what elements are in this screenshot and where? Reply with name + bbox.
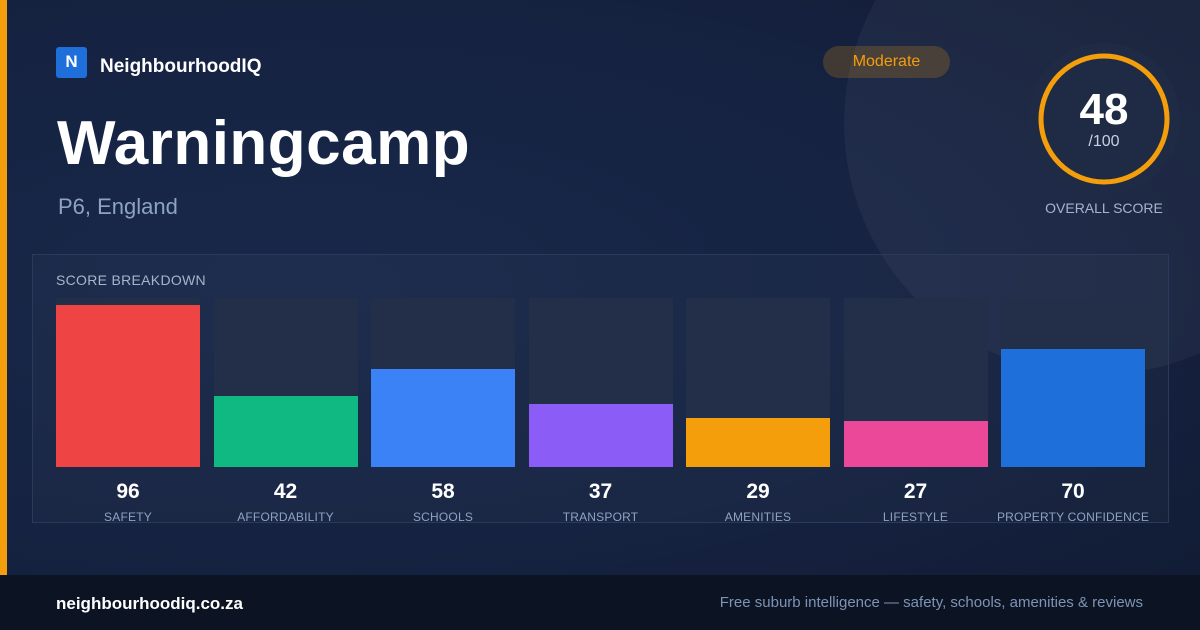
bar-track xyxy=(843,298,988,467)
location-title: Warningcamp xyxy=(57,109,471,178)
footer-tagline: Free suburb intelligence — safety, schoo… xyxy=(719,594,1143,611)
bar-value: 27 xyxy=(903,480,928,503)
score-ring-backdrop xyxy=(1028,43,1180,195)
overall-score-value: 48 xyxy=(1079,85,1129,134)
score-ring-graphic xyxy=(1028,43,1180,195)
score-breakdown-panel: SCORE BREAKDOWN 96 SAFETY 42 AFFORDABILITY 5… xyxy=(32,254,1169,524)
bar-label: TRANSPORT xyxy=(562,510,639,524)
bar-fill xyxy=(56,304,200,467)
bar-track xyxy=(528,298,673,467)
score-ring-progress xyxy=(1038,53,1170,185)
bar-fill xyxy=(1001,348,1145,467)
bar-label: AMENITIES xyxy=(724,510,792,524)
bar-track xyxy=(371,298,515,467)
bar-fill xyxy=(686,418,830,467)
bar-value: 58 xyxy=(431,480,455,503)
bar-label: PROPERTY CONFIDENCE xyxy=(996,510,1150,524)
bar-fill xyxy=(213,396,358,467)
brand-logo-icon: N xyxy=(56,46,87,78)
brand-name: NeighbourhoodIQ xyxy=(100,56,262,77)
location-region: P6, England xyxy=(58,194,178,219)
overall-score-gauge: 48 /100 xyxy=(1028,43,1180,195)
bar-value: 42 xyxy=(273,480,298,503)
rating-badge: Moderate xyxy=(823,46,950,78)
footer-url[interactable]: neighbourhoodiq.co.za xyxy=(56,594,243,613)
score-breakdown-title: SCORE BREAKDOWN xyxy=(56,272,206,288)
bar-value: 96 xyxy=(116,480,140,503)
bar-fill xyxy=(528,404,673,467)
bar-value: 29 xyxy=(746,480,770,503)
footer: neighbourhoodiq.co.za Free suburb intell… xyxy=(0,575,1200,630)
overall-score-caption: OVERALL SCORE xyxy=(1045,200,1163,216)
bar-fill xyxy=(371,368,515,467)
bar-fill xyxy=(843,421,988,467)
bar-label: LIFESTYLE xyxy=(882,510,949,524)
bar-track xyxy=(56,298,200,467)
bar-label: AFFORDABILITY xyxy=(237,510,334,524)
bar-value: 37 xyxy=(588,480,613,503)
bar-track xyxy=(686,298,830,467)
bar-track xyxy=(1001,298,1145,467)
bar-track xyxy=(213,298,358,467)
brand: N NeighbourhoodIQ xyxy=(56,46,261,78)
bar-label: SAFETY xyxy=(104,510,152,524)
bar-label: SCHOOLS xyxy=(412,510,474,524)
bar-value: 70 xyxy=(1061,480,1085,503)
overall-score-max: /100 xyxy=(1088,133,1120,150)
accent-bar xyxy=(0,0,7,575)
